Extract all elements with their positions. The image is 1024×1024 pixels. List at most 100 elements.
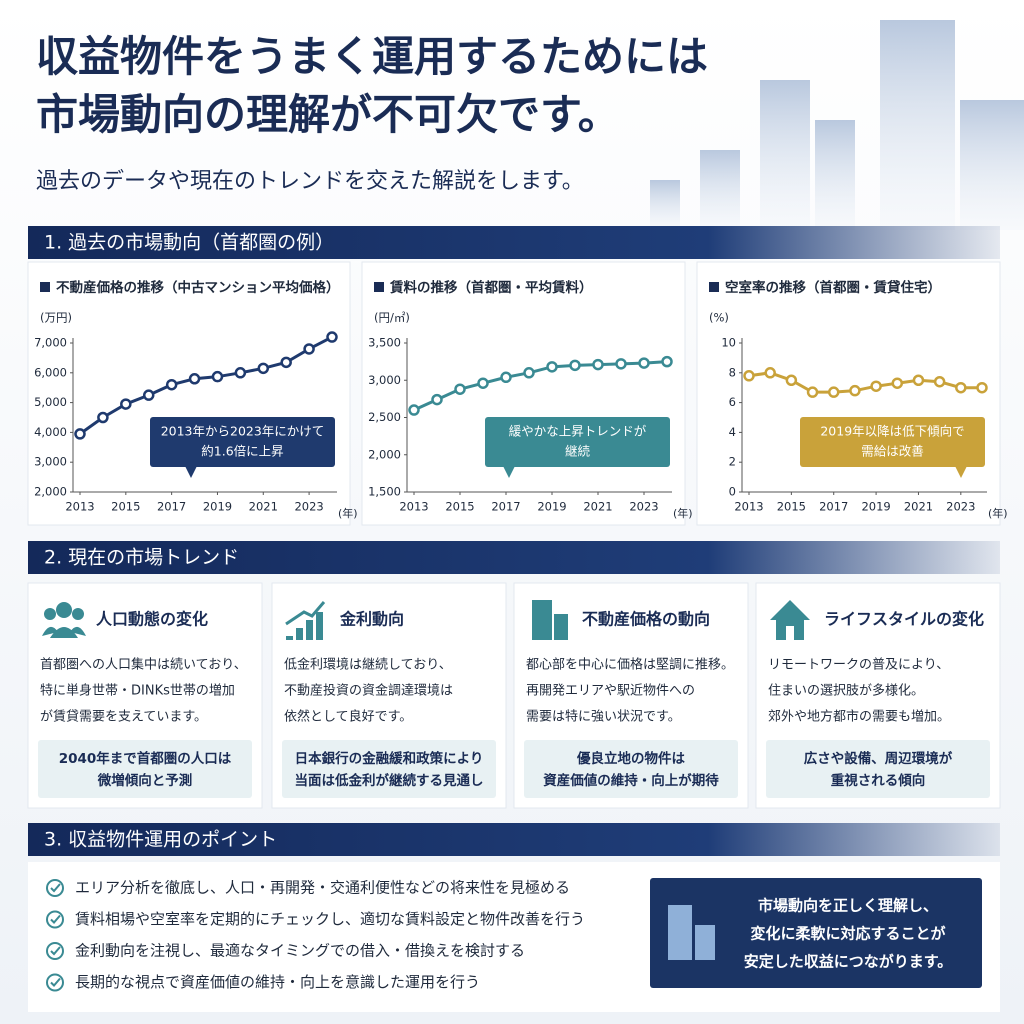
y-tick-label: 10 [721, 336, 736, 350]
data-point [74, 428, 86, 440]
trend-note: 微増傾向と予測 [97, 772, 193, 789]
chart-title: 賃料の推移（首都圏・平均賃料） [389, 279, 593, 296]
trend-note-box [766, 740, 990, 798]
check-mark [50, 946, 61, 956]
trend-body: 郊外や地方都市の需要も増加。 [768, 709, 950, 725]
card-icon [532, 600, 568, 640]
x-tick-label: 2023 [629, 500, 658, 514]
x-tick-label: 2013 [734, 500, 763, 514]
summary-icon [668, 905, 715, 960]
chart-title: 不動産価格の推移（中古マンション平均価格） [56, 279, 340, 296]
icon-part [695, 925, 715, 960]
trend-body: 特に単身世帯・DINKs世帯の増加 [40, 683, 235, 699]
y-tick-label: 2,000 [368, 447, 401, 461]
title-marker [709, 282, 719, 292]
callout-pointer [955, 466, 967, 478]
data-point [806, 386, 819, 398]
data-point [764, 367, 776, 379]
x-tick-label: 2015 [777, 500, 806, 514]
trend-body: 依然として良好です。 [284, 709, 412, 725]
data-point [976, 381, 988, 394]
callout-box [800, 417, 985, 467]
data-point [303, 343, 315, 355]
y-tick-label: 3,000 [34, 455, 67, 469]
section-title: 2. 現在の市場トレンド [44, 547, 239, 569]
buildings [650, 20, 1024, 230]
data-point [477, 377, 489, 389]
card-icon [770, 600, 810, 640]
data-point [785, 374, 798, 386]
title-marker [40, 282, 50, 292]
subtitle: 過去のデータや現在のトレンドを交えた解説をします。 [36, 169, 584, 194]
check-mark [50, 914, 61, 924]
section-title: 1. 過去の市場動向（首都圏の例） [44, 232, 334, 254]
trend-title: 金利動向 [339, 610, 404, 629]
icon-part [668, 905, 692, 960]
data-point [431, 393, 443, 406]
y-tick-label: 8 [729, 365, 736, 379]
x-tick-label: 2021 [249, 500, 278, 514]
x-tick-label: 2021 [583, 500, 612, 514]
data-point [188, 373, 201, 385]
y-axis-unit: (万円) [40, 311, 72, 325]
data-point [280, 356, 292, 369]
y-axis-unit: (円/㎡) [374, 311, 410, 325]
data-point [912, 374, 925, 386]
trend-note: 広さや設備、周辺環境が [804, 750, 953, 767]
x-axis-unit: (年) [988, 506, 1008, 520]
title-line: 収益物件をうまく運用するためには [36, 32, 708, 81]
chart-title: 空室率の推移（首都圏・賃貸住宅） [725, 279, 941, 296]
check-icon [46, 910, 64, 929]
y-tick-label: 2,000 [34, 485, 67, 499]
x-tick-label: 2023 [294, 500, 323, 514]
icon-part [286, 636, 293, 640]
section-title: 3. 収益物件運用のポイント [44, 829, 277, 851]
x-tick-label: 2013 [65, 500, 94, 514]
data-point [211, 370, 224, 383]
data-point [933, 375, 946, 388]
trend-note: 優良立地の物件は [576, 750, 685, 767]
data-point [234, 367, 247, 379]
x-tick-label: 2015 [445, 500, 474, 514]
trend-note: 資産価値の維持・向上が期待 [543, 772, 719, 789]
point-text: 金利動向を注視し、最適なタイミングでの借入・借換えを検討する [75, 942, 525, 960]
section-bar [28, 541, 1000, 574]
trend-body: 不動産投資の資金調達環境は [284, 683, 453, 699]
data-point [326, 331, 338, 343]
trend-body: 需要は特に強い状況です。 [526, 710, 681, 725]
data-point [546, 361, 558, 373]
callout-pointer [503, 466, 515, 478]
title-line: 市場動向の理解が不可欠です。 [36, 90, 620, 139]
data-point [97, 411, 109, 424]
callout-text: 約1.6倍に上昇 [201, 444, 283, 459]
data-point [615, 358, 627, 370]
data-point [454, 383, 466, 395]
point-text: 賃料相場や空室率を定期的にチェックし、適切な賃料設定と物件改善を行う [75, 910, 585, 928]
trend-title: 人口動態の変化 [96, 610, 208, 629]
callout-text: 緩やかな上昇トレンドが [509, 424, 647, 439]
chart-panel [361, 261, 686, 526]
trend-note: 当面は低金利が継続する見通し [295, 772, 484, 789]
trend-body: 住まいの選択肢が多様化。 [768, 683, 924, 699]
data-point [120, 398, 132, 410]
data-point [827, 386, 840, 398]
summary-text: 安定した収益につながります。 [744, 953, 953, 971]
point-text: 長期的な視点で資産価値の維持・向上を意識した運用を行う [75, 973, 480, 991]
icon-part [296, 628, 303, 640]
data-point [870, 380, 882, 392]
data-point [523, 367, 535, 379]
y-tick-label: 4 [729, 425, 736, 439]
callout-pointer [185, 466, 197, 478]
trend-note-box [524, 740, 738, 798]
data-point [661, 355, 673, 368]
icon-part [42, 626, 86, 638]
data-point [569, 359, 581, 372]
y-tick-label: 7,000 [34, 336, 67, 350]
trend-note: 日本銀行の金融緩和政策により [295, 750, 484, 767]
x-tick-label: 2013 [399, 500, 428, 514]
callout-box [150, 417, 335, 467]
check-icon [46, 879, 64, 897]
icon-part [72, 608, 84, 620]
x-tick-label: 2019 [203, 500, 232, 514]
